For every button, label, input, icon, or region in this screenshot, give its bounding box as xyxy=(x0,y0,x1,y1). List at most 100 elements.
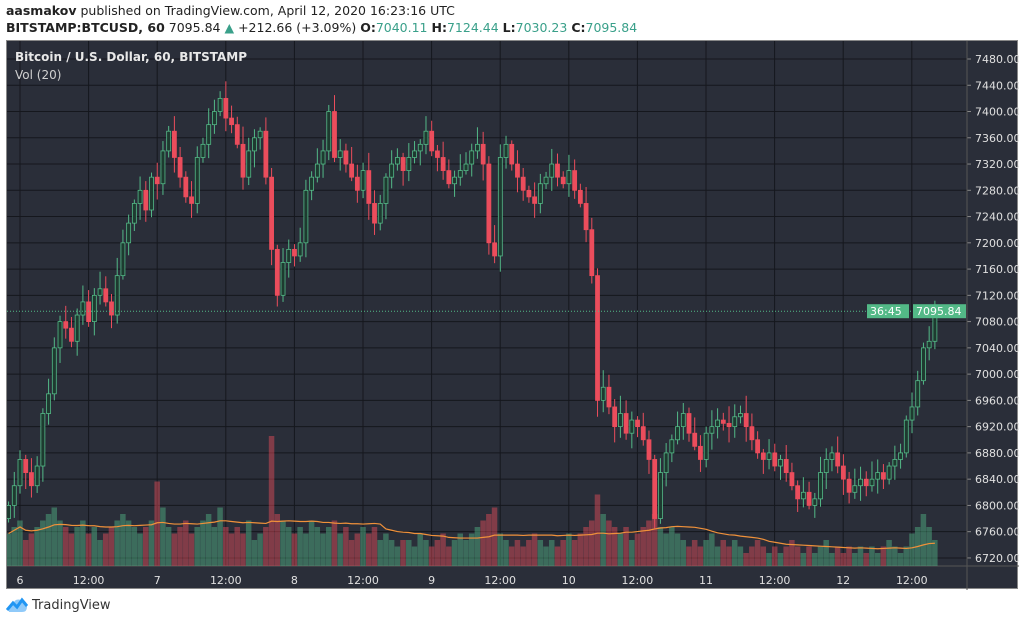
volume-bar xyxy=(377,540,383,566)
volume-bar xyxy=(634,533,641,566)
candle-body xyxy=(886,465,892,480)
candle-body xyxy=(143,189,149,211)
candle-body xyxy=(703,432,709,460)
candle-body xyxy=(177,157,183,178)
volume-bar xyxy=(486,514,492,566)
candle-body xyxy=(709,426,715,434)
volume-bar xyxy=(365,533,372,566)
candle-body xyxy=(469,150,475,165)
volume-bar xyxy=(508,546,515,566)
candle-body xyxy=(269,176,274,250)
candle-body xyxy=(166,130,172,152)
volume-bar xyxy=(80,520,86,566)
x-tick-label: 12:00 xyxy=(347,574,379,587)
volume-bar xyxy=(812,553,818,566)
candle-body xyxy=(698,445,703,460)
volume-bar xyxy=(623,527,629,566)
candle-body xyxy=(475,143,480,152)
candle-body xyxy=(720,419,726,424)
volume-bar xyxy=(423,540,429,566)
candle-body xyxy=(149,176,154,211)
volume-bar xyxy=(760,546,767,566)
volume-bar xyxy=(926,527,932,566)
candle-body xyxy=(863,478,869,487)
y-tick-label: 7080.00 xyxy=(975,316,1019,329)
candle-body xyxy=(595,275,600,401)
candle-body xyxy=(343,150,349,165)
volume-bar xyxy=(789,540,795,566)
volume-bar xyxy=(114,520,120,566)
candle-body xyxy=(292,248,297,257)
volume-bar xyxy=(566,533,572,566)
author-name[interactable]: aasmakov xyxy=(6,3,77,18)
candle-body xyxy=(532,196,538,204)
candle-body xyxy=(200,143,206,158)
chart-svg[interactable]: 7480.00 7440.00 7400.00 7360.00 7320.00 7280.… xyxy=(7,41,1019,590)
candle-body xyxy=(715,419,720,428)
volume-bar xyxy=(697,546,704,566)
volume-bar xyxy=(468,533,475,566)
candle-body xyxy=(337,150,343,158)
x-tick-label: 10 xyxy=(562,574,576,587)
volume-bar xyxy=(406,540,412,566)
candle-body xyxy=(280,262,286,296)
volume-bar xyxy=(348,540,355,566)
volume-bar xyxy=(245,520,252,566)
candle-body xyxy=(663,452,669,473)
volume-bar xyxy=(806,546,812,566)
volume-bar xyxy=(280,520,286,566)
volume-bar xyxy=(680,540,686,566)
open-value: 7040.11 xyxy=(375,20,428,35)
volume-bar xyxy=(783,546,789,566)
volume-bar xyxy=(74,527,80,566)
x-tick-label: 12:00 xyxy=(73,574,105,587)
volume-bar xyxy=(560,540,566,566)
volume-bar xyxy=(909,533,915,566)
volume-bar xyxy=(17,520,23,566)
volume-bar xyxy=(886,540,892,566)
volume-bar xyxy=(892,546,898,566)
footer-brand[interactable]: TradingView xyxy=(6,597,111,613)
candle-body xyxy=(406,157,412,172)
volume-bar xyxy=(268,436,275,566)
candle-body xyxy=(640,426,646,441)
candle-body xyxy=(320,150,326,165)
volume-bar xyxy=(451,540,458,566)
candle-body xyxy=(120,242,126,277)
candle-body xyxy=(858,478,863,487)
volume-bar xyxy=(51,507,58,566)
volume-bar xyxy=(303,533,309,566)
volume-bar xyxy=(857,546,864,566)
volume-bar xyxy=(737,546,744,566)
volume-bar xyxy=(611,527,618,566)
candle-body xyxy=(171,130,177,158)
close-value: 7095.84 xyxy=(585,20,638,35)
candle-body xyxy=(274,248,280,296)
candle-body xyxy=(800,491,806,500)
volume-bar xyxy=(154,481,160,566)
volume-bar xyxy=(160,507,166,566)
candle-body xyxy=(549,163,555,178)
volume-bar xyxy=(251,540,258,566)
chart-panel[interactable]: 7480.00 7440.00 7400.00 7360.00 7320.00 7280.… xyxy=(6,40,1019,590)
volume-bar xyxy=(548,540,555,566)
volume-bar xyxy=(394,546,401,566)
y-tick-label: 6840.00 xyxy=(975,473,1019,486)
high-value: 7124.44 xyxy=(446,20,499,35)
candle-body xyxy=(635,419,640,428)
volume-bar xyxy=(171,533,178,566)
volume-bar xyxy=(709,533,715,566)
volume-bar xyxy=(463,540,469,566)
candle-body xyxy=(109,301,114,316)
volume-bar xyxy=(834,546,841,566)
candle-body xyxy=(497,157,503,257)
candle-body xyxy=(566,170,572,185)
candle-body xyxy=(726,422,732,428)
candle-body xyxy=(926,340,932,349)
volume-bar xyxy=(85,533,92,566)
volume-bar xyxy=(371,527,378,566)
volume-bar xyxy=(794,546,801,566)
candle-body xyxy=(354,176,360,191)
symbol-line: BITSTAMP:BTCUSD, 60 7095.84 ▲ +212.66 (+… xyxy=(6,20,637,35)
candle-body xyxy=(686,413,692,434)
